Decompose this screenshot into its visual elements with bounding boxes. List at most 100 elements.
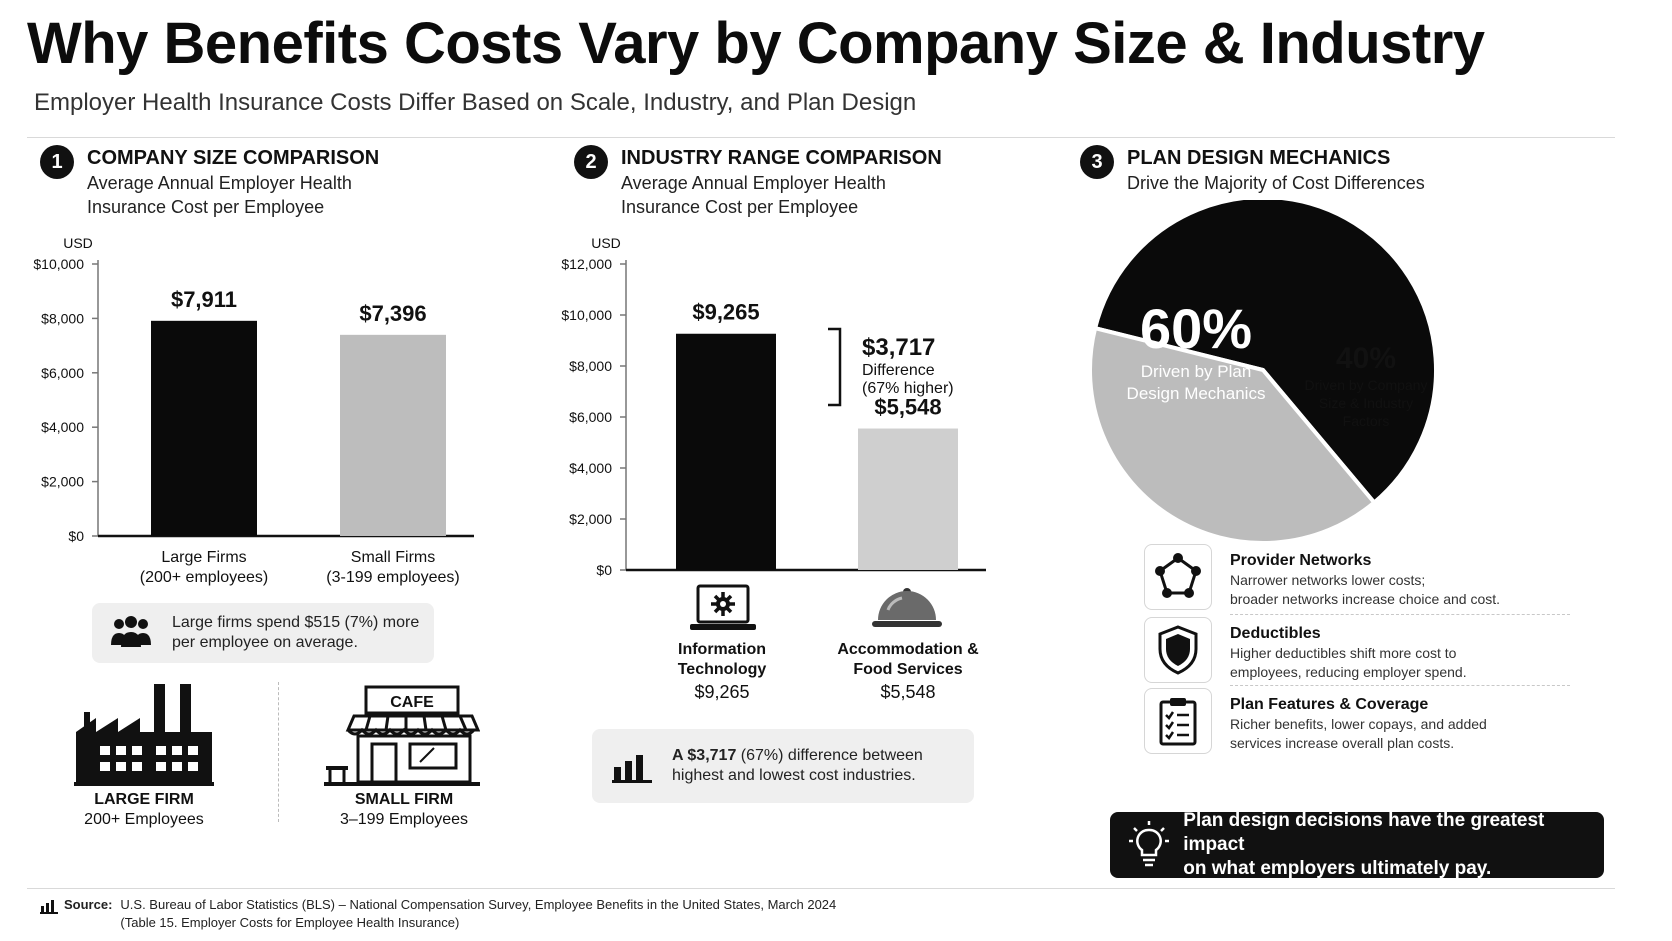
bar <box>340 334 446 536</box>
large-firm-label: LARGE FIRM 200+ Employees <box>84 791 204 828</box>
difference-value: $3,717 <box>862 334 936 361</box>
feature-divider <box>1230 614 1570 615</box>
bar-chart-icon <box>610 749 654 783</box>
y-tick-label: $6,000 <box>41 365 84 381</box>
pie-slice-label: Driven by Plan <box>1141 362 1252 381</box>
feature-divider <box>1230 685 1570 686</box>
cafe-storefront-icon: CAFE <box>324 685 480 786</box>
section-1-header: 1 COMPANY SIZE COMPARISON Average Annual… <box>40 145 379 219</box>
y-tick-label: $2,000 <box>41 474 84 490</box>
cafe-sign-text: CAFE <box>390 694 434 711</box>
difference-pct: (67% higher) <box>862 380 954 397</box>
icon-divider <box>278 682 279 822</box>
section-2-header: 2 INDUSTRY RANGE COMPARISON Average Annu… <box>574 145 942 219</box>
section-3-title: PLAN DESIGN MECHANICS <box>1127 147 1391 169</box>
industry-value-it: $9,265 <box>694 682 750 702</box>
feature-desc-line1: Higher deductibles shift more cost to <box>1230 645 1457 661</box>
shield-icon <box>1144 617 1212 683</box>
section-1-title: COMPANY SIZE COMPARISON <box>87 147 380 169</box>
section-2-subtitle-line1: Average Annual Employer Health <box>621 173 886 193</box>
section-2-title: INDUSTRY RANGE COMPARISON <box>621 147 942 169</box>
bar <box>676 333 776 570</box>
lightbulb-icon <box>1126 820 1171 870</box>
footer-divider <box>27 888 1615 889</box>
section-3-subtitle: Drive the Majority of Cost Differences <box>1127 173 1425 193</box>
feature-title: Provider Networks <box>1230 552 1372 569</box>
bar <box>151 320 257 536</box>
feature-desc-line1: Richer benefits, lower copays, and added <box>1230 716 1487 732</box>
y-tick-label: $10,000 <box>33 256 84 272</box>
feature-deductibles: Deductibles Higher deductibles shift mor… <box>1144 617 1654 683</box>
source-chart-icon <box>40 900 58 914</box>
x-tick-detail: (200+ employees) <box>140 569 269 586</box>
section-2-number: 2 <box>574 145 608 179</box>
feature-provider-networks: Provider Networks Narrower networks lowe… <box>1144 544 1654 610</box>
y-tick-label: $8,000 <box>41 310 84 326</box>
x-tick-label: Large Firms <box>161 549 246 566</box>
industry-callout-text: A $3,717 (67%) difference between highes… <box>672 747 923 784</box>
people-icon <box>108 615 154 651</box>
y-tick-label: $4,000 <box>41 419 84 435</box>
y-tick-label: $0 <box>68 528 84 544</box>
industry-label-it: Information Technology <box>677 641 767 678</box>
difference-bracket <box>828 327 842 407</box>
pie-slice-label: Size & Industry <box>1319 395 1413 411</box>
section-1-subtitle-line2: Insurance Cost per Employee <box>87 197 325 217</box>
banner-line1: Plan design decisions have the greatest … <box>1183 810 1545 855</box>
y-tick-label: $12,000 <box>561 256 612 272</box>
page-subtitle: Employer Health Insurance Costs Differ B… <box>34 89 917 116</box>
difference-annotation: $3,717 Difference (67% higher) <box>862 334 954 398</box>
feature-title: Plan Features & Coverage <box>1230 696 1429 713</box>
industry-label-food: Accommodation & Food Services <box>837 641 979 678</box>
source-label: Source: <box>64 897 113 912</box>
small-firm-label: SMALL FIRM 3–199 Employees <box>339 791 469 828</box>
y-axis-label: USD <box>591 235 621 251</box>
y-tick-label: $6,000 <box>569 409 612 425</box>
industry-bar-chart: USD $0 $2,000 $4,000 $6,000 $8,000 $10,000 $12,… <box>561 235 986 578</box>
key-takeaway-banner: Plan design decisions have the greatest … <box>1110 810 1604 879</box>
section-2-subtitle-line2: Insurance Cost per Employee <box>621 197 859 217</box>
y-tick-label: $8,000 <box>569 358 612 374</box>
pie-slice <box>1088 325 1378 545</box>
source-line2: (Table 15. Employer Costs for Employee H… <box>120 915 460 930</box>
company-size-bar-chart: USD $0 $2,000 $4,000 $6,000 $8,000 $10,000 $7,9… <box>33 235 474 586</box>
bar <box>858 428 958 570</box>
factory-icon <box>74 684 214 786</box>
pie-slice-label: Factors <box>1343 413 1390 429</box>
section-3-header: 3 PLAN DESIGN MECHANICS Drive the Majori… <box>1080 145 1425 195</box>
industry-value-food: $5,548 <box>880 682 936 702</box>
feature-desc-line2: broader networks increase choice and cos… <box>1230 591 1501 607</box>
pie-slice-label: Driven by Company <box>1305 377 1428 393</box>
plan-design-pie-chart: 60% Driven by Plan Design Mechanics 40% Driv… <box>1088 200 1438 545</box>
x-tick-detail: (3-199 employees) <box>326 569 459 586</box>
y-tick-label: $10,000 <box>561 307 612 323</box>
header-divider <box>27 137 1615 138</box>
bar-value-label: $5,548 <box>874 395 941 420</box>
y-axis-label: USD <box>63 235 93 251</box>
banner-line2: on what employers ultimately pay. <box>1183 858 1492 879</box>
y-tick-label: $4,000 <box>569 460 612 476</box>
clipboard-icon <box>1144 688 1212 754</box>
feature-desc-line2: employees, reducing employer spend. <box>1230 664 1467 680</box>
feature-title: Deductibles <box>1230 625 1321 642</box>
page-title: Why Benefits Costs Vary by Company Size … <box>27 11 1485 76</box>
feature-plan-coverage: Plan Features & Coverage Richer benefits… <box>1144 688 1654 754</box>
x-tick-label: Small Firms <box>351 549 435 566</box>
bar-value-label: $9,265 <box>692 300 759 325</box>
y-tick-label: $0 <box>596 562 612 578</box>
pie-slice-pct: 60% <box>1140 297 1252 360</box>
source-note: Source: U.S. Bureau of Labor Statistics … <box>40 896 836 932</box>
cloche-icon <box>872 588 942 627</box>
bar-value-label: $7,396 <box>359 301 426 326</box>
section-3-number: 3 <box>1080 145 1114 179</box>
source-line1: U.S. Bureau of Labor Statistics (BLS) – … <box>120 897 837 912</box>
pie-slice <box>1092 200 1438 506</box>
feature-desc-line1: Narrower networks lower costs; <box>1230 572 1426 588</box>
company-size-callout: Large firms spend $515 (7%) more per emp… <box>92 603 434 663</box>
y-tick-label: $2,000 <box>569 511 612 527</box>
company-size-callout-text: Large firms spend $515 (7%) more per emp… <box>172 614 420 651</box>
pie-slice-pct: 40% <box>1336 342 1396 375</box>
industry-callout: A $3,717 (67%) difference between highes… <box>592 729 974 803</box>
section-1-number: 1 <box>40 145 74 179</box>
network-icon <box>1144 544 1212 610</box>
